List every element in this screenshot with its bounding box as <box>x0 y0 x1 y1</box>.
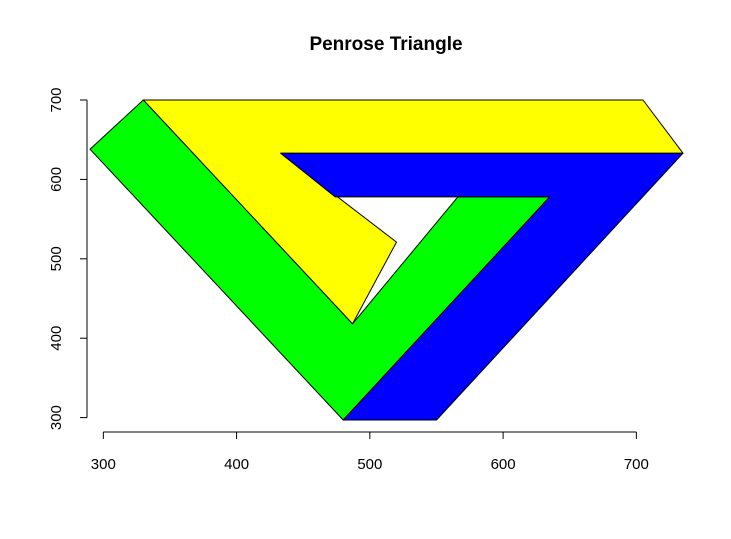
y-tick-label: 400 <box>48 326 65 351</box>
blue-bar <box>280 152 684 421</box>
x-tick-label: 600 <box>491 456 516 473</box>
x-axis: 300 400 500 600 700 <box>91 431 649 473</box>
y-tick-label: 600 <box>48 167 65 192</box>
y-axis: 300 400 500 600 700 <box>48 87 88 430</box>
x-tick-label: 700 <box>624 456 649 473</box>
x-tick-label: 300 <box>91 456 116 473</box>
y-tick-label: 500 <box>48 246 65 271</box>
chart-title: Penrose Triangle <box>309 34 462 55</box>
x-tick-label: 400 <box>224 456 249 473</box>
y-tick-label: 700 <box>48 87 65 112</box>
y-tick-label: 300 <box>48 405 65 430</box>
penrose-shapes <box>89 99 684 421</box>
x-tick-label: 500 <box>357 456 382 473</box>
